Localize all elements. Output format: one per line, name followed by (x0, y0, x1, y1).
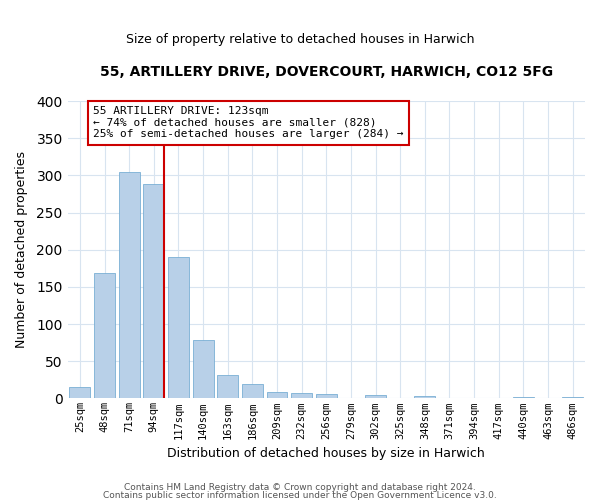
Bar (365, 396, 386, 398)
Bar (94, 274, 115, 398)
Bar (143, 184, 164, 398)
Bar (242, 384, 263, 398)
Y-axis label: Number of detached properties: Number of detached properties (15, 151, 28, 348)
Bar (70, 387, 91, 398)
Bar (193, 340, 214, 398)
Bar (217, 374, 238, 398)
Bar (316, 394, 337, 398)
Text: Contains HM Land Registry data © Crown copyright and database right 2024.: Contains HM Land Registry data © Crown c… (124, 484, 476, 492)
X-axis label: Distribution of detached houses by size in Harwich: Distribution of detached houses by size … (167, 447, 485, 460)
Title: 55, ARTILLERY DRIVE, DOVERCOURT, HARWICH, CO12 5FG: 55, ARTILLERY DRIVE, DOVERCOURT, HARWICH… (100, 65, 553, 79)
Bar (291, 393, 312, 398)
Bar (168, 257, 189, 398)
Bar (562, 397, 583, 398)
Bar (513, 397, 534, 398)
Text: Size of property relative to detached houses in Harwich: Size of property relative to detached ho… (126, 32, 474, 46)
Text: 55 ARTILLERY DRIVE: 123sqm
← 74% of detached houses are smaller (828)
25% of sem: 55 ARTILLERY DRIVE: 123sqm ← 74% of deta… (94, 106, 404, 140)
Bar (415, 396, 436, 398)
Text: Contains public sector information licensed under the Open Government Licence v3: Contains public sector information licen… (103, 491, 497, 500)
Bar (119, 172, 140, 398)
Bar (266, 392, 287, 398)
